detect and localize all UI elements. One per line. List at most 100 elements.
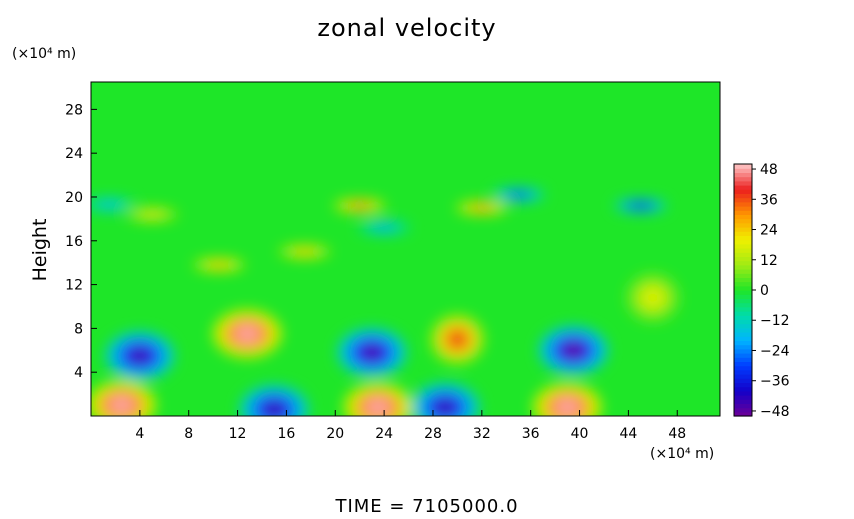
colorbar-segment <box>734 176 752 182</box>
velocity-feature-3-layer-2 <box>448 330 467 348</box>
colorbar-segment <box>734 306 752 312</box>
colorbar-segment <box>734 252 752 257</box>
colorbar-segment <box>734 164 752 169</box>
colorbar-segment <box>734 378 752 383</box>
colorbar-segment <box>734 256 752 262</box>
y-tick-label: 16 <box>65 234 83 250</box>
colorbar-segment <box>734 323 752 329</box>
colorbar-segment <box>734 248 752 253</box>
velocity-feature-12-layer-2 <box>631 203 650 209</box>
plot-frame <box>90 81 721 417</box>
x-tick-label: 16 <box>278 426 296 442</box>
colorbar: 48 36 24 12 0 −12 −24 −36 −48 <box>733 162 790 420</box>
colorbar-segment <box>734 315 752 320</box>
velocity-feature-19-layer-2 <box>643 289 662 307</box>
colorbar-tick-label: 48 <box>760 162 778 178</box>
colorbar-segment <box>734 189 752 194</box>
velocity-feature-5-layer-2 <box>109 396 134 414</box>
colorbar-segment <box>734 185 752 190</box>
colorbar-segment <box>734 332 752 337</box>
x-axis-unit: (×10⁴ m) <box>650 446 715 462</box>
x-tick-label: 20 <box>326 426 344 442</box>
colorbar-segment <box>734 348 752 354</box>
chart-title: zonal velocity <box>317 14 497 42</box>
colorbar-segment <box>734 302 752 308</box>
colorbar-segment <box>734 407 752 413</box>
colorbar-segment <box>734 411 752 417</box>
colorbar-segment <box>734 273 752 278</box>
colorbar-segment <box>734 260 752 266</box>
colorbar-segment <box>734 382 752 388</box>
y-tick-label: 8 <box>74 321 83 337</box>
x-tick-label: 44 <box>619 426 637 442</box>
colorbar-segment <box>734 197 752 203</box>
colorbar-tick-label: −12 <box>760 313 790 329</box>
velocity-feature-0-layer-2 <box>127 347 152 365</box>
colorbar-tick-label: 0 <box>760 283 769 299</box>
colorbar-segment <box>734 227 752 232</box>
colorbar-segment <box>734 319 752 325</box>
plot-background <box>91 82 720 416</box>
colorbar-segment <box>734 243 752 249</box>
colorbar-segment <box>734 201 752 207</box>
colorbar-segment <box>734 369 752 375</box>
velocity-feature-17-layer-2 <box>142 212 162 217</box>
x-tick-label: 12 <box>229 426 247 442</box>
velocity-feature-10-layer-2 <box>350 203 369 209</box>
colorbar-segment <box>734 231 752 236</box>
colorbar-segment <box>734 206 752 211</box>
velocity-feature-15-layer-2 <box>210 262 229 268</box>
y-tick-label: 4 <box>74 365 83 381</box>
colorbar-segment <box>734 277 752 283</box>
colorbar-segment <box>734 193 752 199</box>
colorbar-segment <box>734 395 752 400</box>
colorbar-segment <box>734 361 752 367</box>
colorbar-segment <box>734 222 752 228</box>
colorbar-segment <box>734 374 752 379</box>
colorbar-segment <box>734 218 752 224</box>
velocity-feature-2-layer-2 <box>360 344 384 361</box>
y-tick-label: 20 <box>65 190 83 206</box>
colorbar-segment <box>734 390 752 396</box>
colorbar-tick-label: 36 <box>760 192 778 208</box>
x-tick-label: 24 <box>375 426 393 442</box>
colorbar-segment <box>734 239 752 245</box>
colorbar-segment <box>734 285 752 291</box>
velocity-feature-9-layer-2 <box>555 398 580 416</box>
x-tick-label: 8 <box>184 426 193 442</box>
time-label: TIME = 7105000.0 <box>335 496 519 517</box>
x-tick-label: 40 <box>571 426 589 442</box>
x-tick-label: 32 <box>473 426 491 442</box>
y-tick-label: 12 <box>65 278 83 294</box>
colorbar-tick-label: −36 <box>760 374 790 390</box>
x-tick-label: 4 <box>135 426 144 442</box>
y-tick-label: 28 <box>65 102 83 118</box>
colorbar-segment <box>734 269 752 274</box>
colorbar-segment <box>734 281 752 287</box>
colorbar-segment <box>734 172 752 178</box>
colorbar-segment <box>734 311 752 316</box>
colorbar-segment <box>734 214 752 220</box>
colorbar-segment <box>734 210 752 215</box>
colorbar-segment <box>734 235 752 241</box>
velocity-feature-11-layer-2 <box>472 205 491 211</box>
y-axis-unit: (×10⁴ m) <box>12 46 77 62</box>
velocity-field <box>91 187 679 416</box>
x-tick-label: 28 <box>424 426 442 442</box>
colorbar-segment <box>734 298 752 304</box>
velocity-feature-16-layer-2 <box>295 249 314 255</box>
colorbar-segment <box>734 399 752 404</box>
colorbar-tick-label: −48 <box>760 404 790 420</box>
velocity-feature-14-layer-2 <box>375 225 394 231</box>
x-tick-label: 36 <box>522 426 540 442</box>
colorbar-segment <box>734 353 752 358</box>
velocity-feature-7-layer-2 <box>366 398 390 416</box>
velocity-feature-18-layer-2 <box>100 202 119 208</box>
colorbar-tick-label: 24 <box>760 223 778 239</box>
colorbar-segment <box>734 168 752 173</box>
colorbar-segment <box>734 344 752 350</box>
colorbar-segment <box>734 340 752 346</box>
colorbar-segment <box>734 365 752 371</box>
velocity-feature-4-layer-2 <box>561 341 586 359</box>
